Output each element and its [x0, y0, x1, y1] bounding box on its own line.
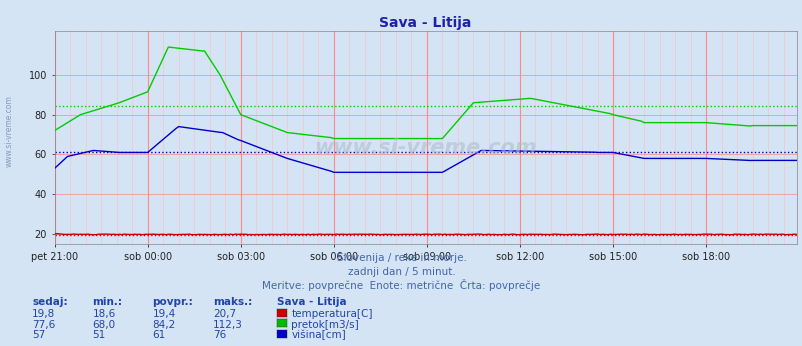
Text: www.si-vreme.com: www.si-vreme.com: [314, 138, 537, 158]
Text: 19,8: 19,8: [32, 309, 55, 319]
Text: maks.:: maks.:: [213, 297, 252, 307]
Text: sedaj:: sedaj:: [32, 297, 67, 307]
Text: povpr.:: povpr.:: [152, 297, 193, 307]
Text: 18,6: 18,6: [92, 309, 115, 319]
Text: 112,3: 112,3: [213, 320, 242, 330]
Title: Sava - Litija: Sava - Litija: [379, 16, 472, 30]
Text: temperatura[C]: temperatura[C]: [291, 309, 372, 319]
Text: 20,7: 20,7: [213, 309, 236, 319]
Text: 68,0: 68,0: [92, 320, 115, 330]
Text: zadnji dan / 5 minut.: zadnji dan / 5 minut.: [347, 267, 455, 277]
Text: Slovenija / reke in morje.: Slovenija / reke in morje.: [336, 253, 466, 263]
Text: 51: 51: [92, 330, 106, 340]
Text: Sava - Litija: Sava - Litija: [277, 297, 346, 307]
Text: min.:: min.:: [92, 297, 122, 307]
Text: 19,4: 19,4: [152, 309, 176, 319]
Text: 84,2: 84,2: [152, 320, 176, 330]
Text: www.si-vreme.com: www.si-vreme.com: [5, 95, 14, 167]
Text: 57: 57: [32, 330, 46, 340]
Text: višina[cm]: višina[cm]: [291, 330, 346, 340]
Text: Meritve: povprečne  Enote: metrične  Črta: povprečje: Meritve: povprečne Enote: metrične Črta:…: [262, 279, 540, 291]
Text: 77,6: 77,6: [32, 320, 55, 330]
Text: 76: 76: [213, 330, 226, 340]
Text: pretok[m3/s]: pretok[m3/s]: [291, 320, 358, 330]
Text: 61: 61: [152, 330, 166, 340]
